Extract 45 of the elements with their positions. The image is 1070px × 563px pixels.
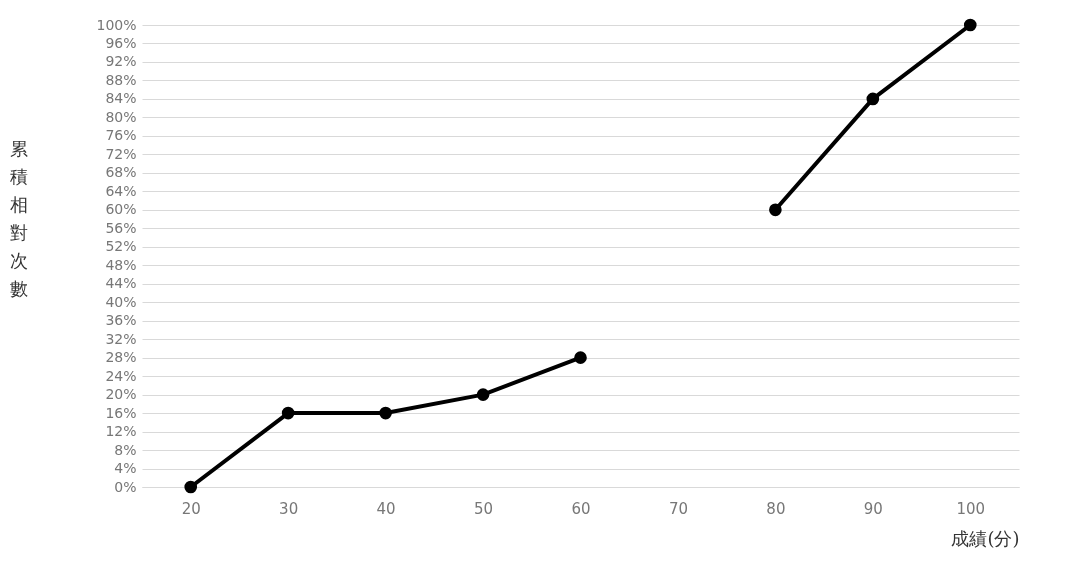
point <box>574 351 587 364</box>
y-tick-label: 44% <box>105 275 137 292</box>
y-tick-label: 76% <box>105 127 137 144</box>
y-tick-label: 88% <box>105 71 137 88</box>
y-tick-label: 84% <box>105 90 137 107</box>
y-tick-label: 40% <box>105 293 137 310</box>
y-tick-label: 52% <box>105 238 137 255</box>
point <box>379 406 392 420</box>
y-tick-label: 24% <box>105 367 137 384</box>
y-tick-label: 60% <box>105 201 137 218</box>
y-tick-label: 80% <box>105 108 137 125</box>
y-tick-label: 20% <box>105 386 137 403</box>
x-tick-label: 30 <box>279 499 299 518</box>
point <box>184 480 198 494</box>
point <box>963 18 977 32</box>
y-tick-label: 92% <box>105 53 137 70</box>
y-tick-label: 64% <box>105 182 137 199</box>
y-tick-label: 72% <box>105 145 137 162</box>
y-tick-label: 28% <box>105 349 137 366</box>
y-tick-label: 12% <box>105 423 137 440</box>
point <box>281 406 295 420</box>
y-tick-label: 32% <box>105 330 137 347</box>
y-tick-label: 100% <box>96 16 137 33</box>
x-axis-title: 成績(分) <box>951 527 1020 549</box>
point <box>866 92 880 106</box>
y-tick-label: 4% <box>114 460 137 477</box>
point <box>769 203 782 217</box>
x-tick-label: 100 <box>956 499 986 518</box>
x-tick-label: 40 <box>376 499 396 518</box>
y-tick-label: 68% <box>105 164 137 181</box>
y-tick-label: 48% <box>105 256 137 273</box>
x-tick-label: 70 <box>668 499 688 518</box>
y-tick-label: 0% <box>114 478 137 495</box>
y-tick-label: 56% <box>105 219 137 236</box>
y-tick-label: 8% <box>114 441 137 458</box>
y-tick-label: 96% <box>105 34 137 51</box>
y-tick-label: 36% <box>105 312 137 329</box>
x-tick-label: 60 <box>571 499 591 518</box>
x-tick-label: 80 <box>766 499 786 518</box>
point <box>476 388 490 401</box>
x-tick-label: 50 <box>474 499 494 518</box>
x-tick-label: 20 <box>181 499 201 518</box>
y-tick-label: 16% <box>105 404 137 421</box>
y-axis-title: 累積相對次數 <box>10 137 29 301</box>
x-tick-label: 90 <box>863 499 883 518</box>
